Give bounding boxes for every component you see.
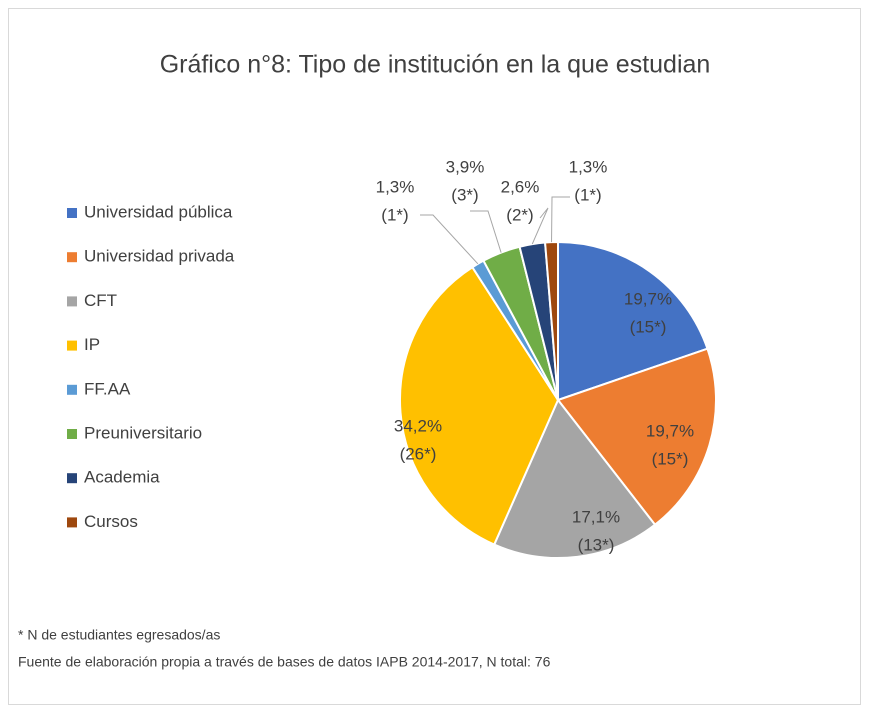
legend-swatch xyxy=(67,340,77,351)
data-label: 1,3% xyxy=(376,177,415,196)
pie-slice xyxy=(492,398,657,559)
leader-line xyxy=(551,196,570,243)
chart-title: Gráfico n°8: Tipo de institución en la q… xyxy=(160,51,711,79)
source-note: Fuente de elaboración propia a través de… xyxy=(18,654,551,670)
legend-swatch xyxy=(67,208,77,218)
legend-label: Cursos xyxy=(84,512,138,531)
pie-slice xyxy=(544,240,559,401)
data-label: 19,7% xyxy=(624,289,672,308)
data-label-count: (15*) xyxy=(630,317,667,336)
leader-line xyxy=(470,210,502,253)
data-label-count: (15*) xyxy=(652,449,689,468)
pie-slice xyxy=(556,347,717,527)
legend-swatch xyxy=(67,252,77,263)
legend-label: Preuniversitario xyxy=(84,423,202,442)
data-label-count: (3*) xyxy=(451,185,478,204)
leader-line xyxy=(531,207,549,245)
footnote: * N de estudiantes egresados/as xyxy=(18,627,220,643)
data-label: 19,7% xyxy=(646,421,694,440)
legend-swatch xyxy=(67,429,77,439)
legend-label: IP xyxy=(84,335,100,354)
data-label: 2,6% xyxy=(501,177,540,196)
leader-line xyxy=(420,214,479,265)
legend-swatch xyxy=(67,473,77,484)
data-label-count: (1*) xyxy=(574,185,601,204)
legend-label: CFT xyxy=(84,291,117,310)
legend-swatch xyxy=(67,384,77,395)
data-label-count: (26*) xyxy=(400,444,437,463)
legend-label: FF.AA xyxy=(84,379,131,398)
data-label-count: (13*) xyxy=(578,535,615,554)
legend-label: Universidad privada xyxy=(84,247,235,266)
data-label: 3,9% xyxy=(446,157,485,176)
data-label-count: (2*) xyxy=(506,205,533,224)
legend-label: Academia xyxy=(84,468,160,487)
data-label: 17,1% xyxy=(572,507,620,526)
data-label: 1,3% xyxy=(569,157,608,176)
data-label-count: (1*) xyxy=(381,205,408,224)
legend-swatch xyxy=(67,517,77,528)
legend-label: Universidad pública xyxy=(84,202,233,221)
pie-slice xyxy=(399,265,560,546)
data-label: 34,2% xyxy=(394,416,442,435)
legend-swatch xyxy=(67,296,77,307)
